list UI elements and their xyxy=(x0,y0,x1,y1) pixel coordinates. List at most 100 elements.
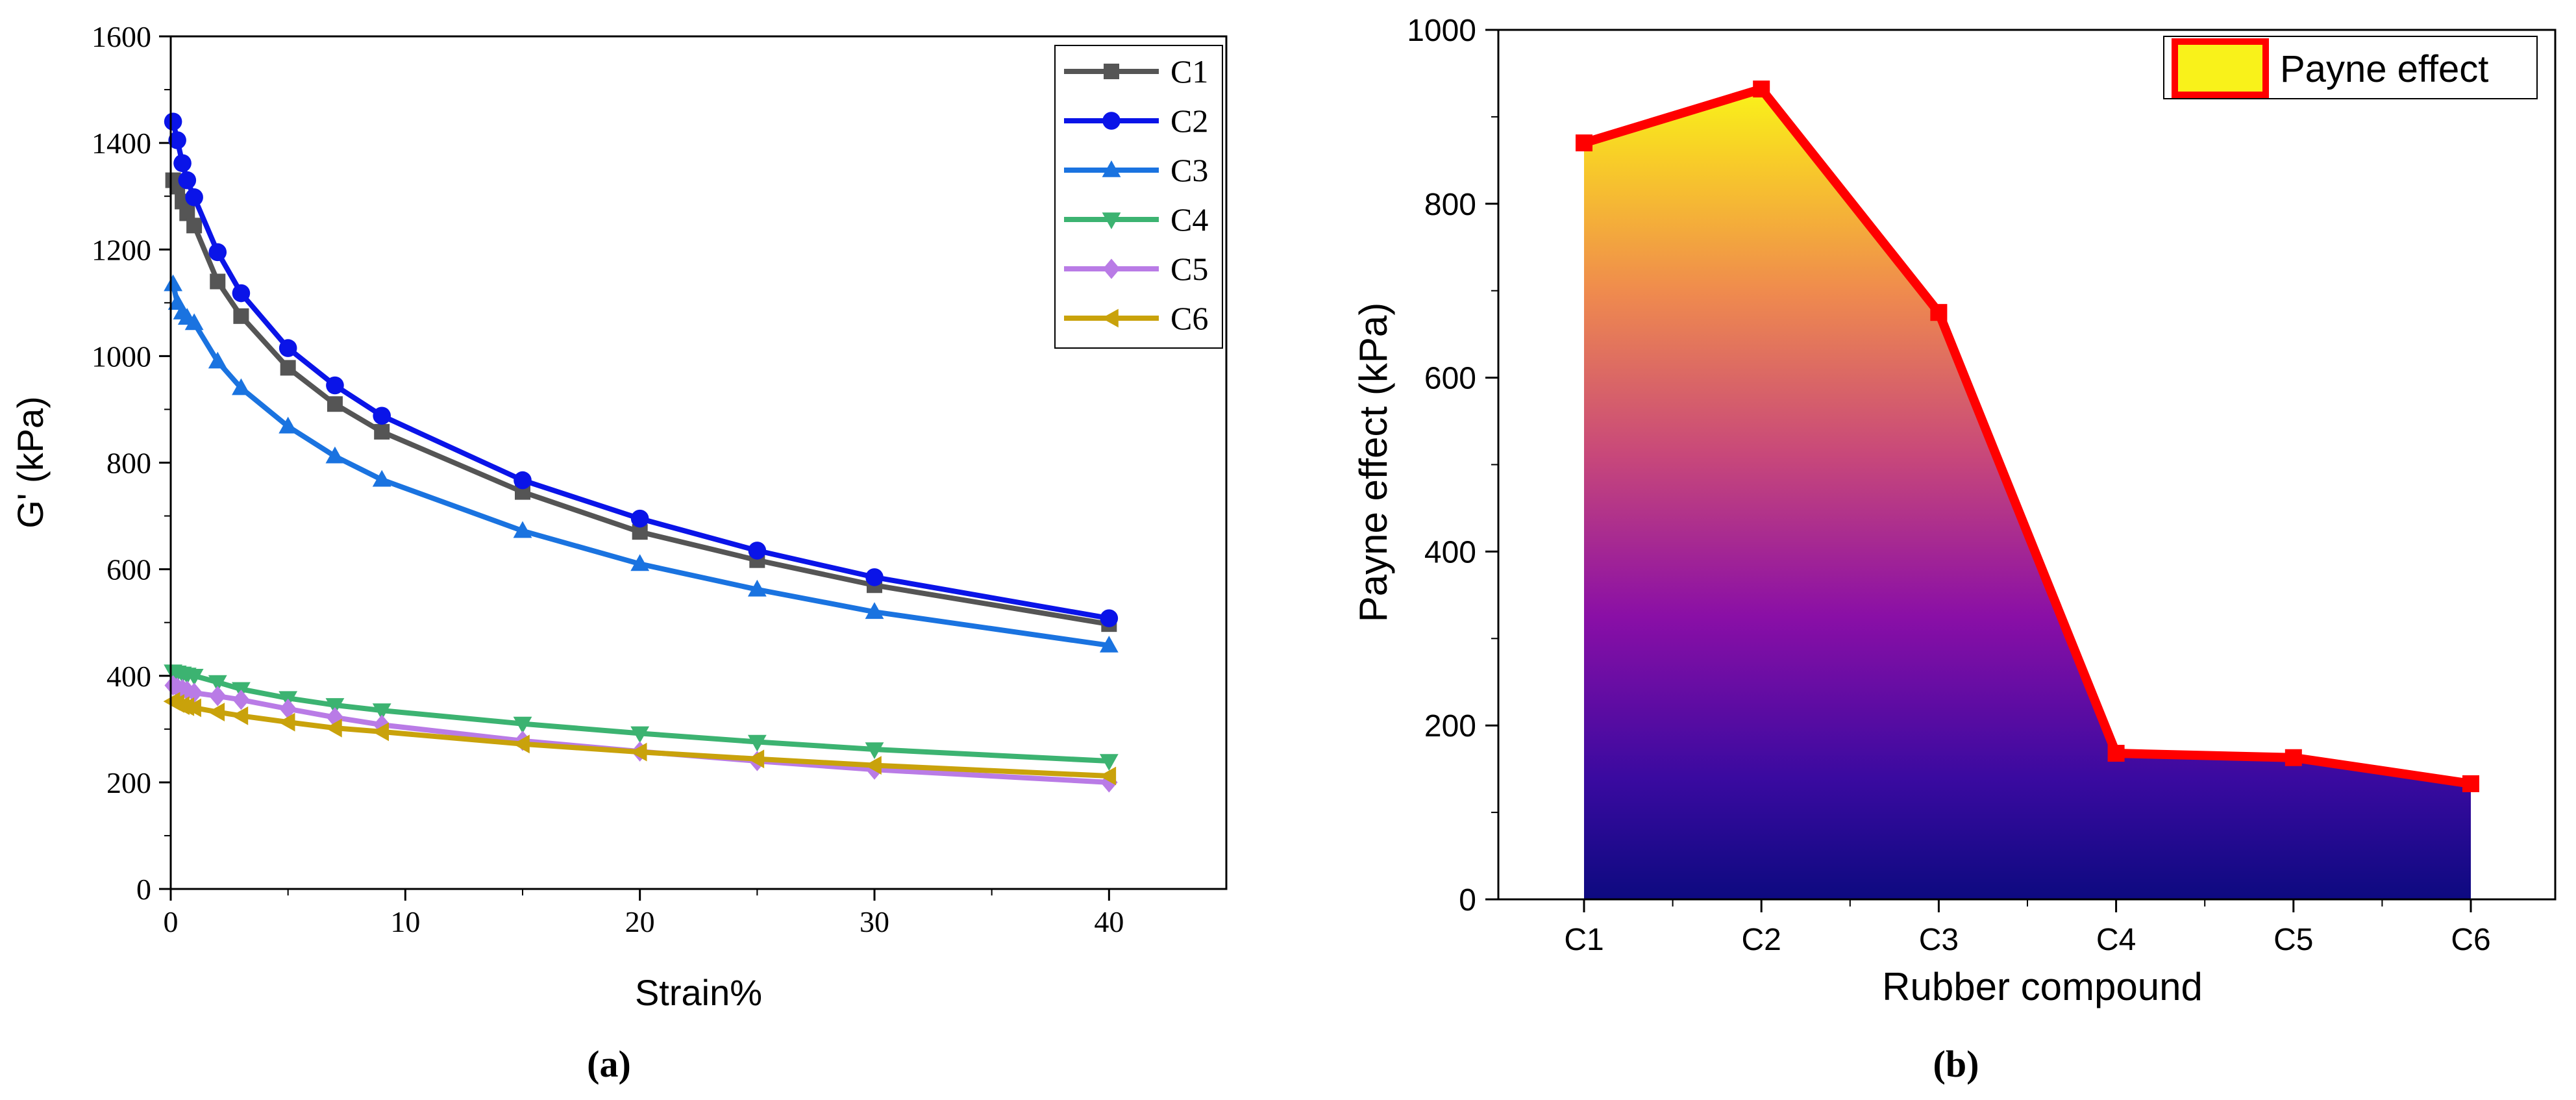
legend-marker-c6 xyxy=(1102,308,1119,328)
data-point-c3 xyxy=(325,446,345,464)
panel-b-ticks xyxy=(1485,29,2472,912)
panel-b-label: (b) xyxy=(1933,1043,1979,1085)
panel-a-y-tick-label: 1000 xyxy=(92,340,151,373)
payne-effect-point-c4 xyxy=(2107,745,2125,762)
panel-a-legend-box xyxy=(1054,45,1223,349)
payne-effect-point-c1 xyxy=(1576,134,1592,152)
data-point-c5 xyxy=(185,682,203,703)
data-point-c2 xyxy=(279,339,297,357)
data-point-c2 xyxy=(630,509,649,528)
data-point-c6 xyxy=(177,697,195,716)
panel-a-y-tick-label: 1200 xyxy=(92,233,151,266)
panel-b-x-tick-label: C6 xyxy=(2451,923,2490,957)
legend-marker-c3 xyxy=(1102,160,1121,177)
data-point-c1 xyxy=(233,308,249,324)
data-point-c3 xyxy=(164,274,183,292)
panel-a-y-tick-label: 1600 xyxy=(92,20,151,53)
data-point-c6 xyxy=(513,734,530,754)
legend-marker-c1 xyxy=(1104,64,1119,79)
data-point-c3 xyxy=(279,416,298,434)
data-point-c5 xyxy=(209,686,227,706)
legend-label-c6: C6 xyxy=(1170,300,1208,336)
payne-effect-point-c5 xyxy=(2285,749,2302,766)
panel-a-y-axis-label: G' (kPa) xyxy=(10,396,51,529)
panel-a-label: (a) xyxy=(587,1043,631,1085)
data-point-c4 xyxy=(1099,754,1119,771)
legend-marker-c2 xyxy=(1102,112,1121,130)
legend-label-c1: C1 xyxy=(1170,53,1208,90)
panel-a-x-tick-label: 30 xyxy=(860,905,889,938)
panel-b-legend: Payne effect xyxy=(2163,36,2538,99)
panel-b-y-tick-label: 200 xyxy=(1424,709,1476,744)
panel-a-y-tick-label: 600 xyxy=(106,553,151,586)
panel-b-plot-frame xyxy=(1497,29,2557,901)
data-point-c4 xyxy=(208,675,227,692)
payne-effect-area-fill xyxy=(1584,89,2471,899)
panel-a-x-tick-label: 40 xyxy=(1094,905,1124,938)
panel-a-y-tick-label: 400 xyxy=(106,660,151,693)
data-point-c6 xyxy=(208,703,225,721)
data-point-c2 xyxy=(185,188,203,206)
panel-a-x-axis-label: Strain% xyxy=(635,972,762,1013)
panel-b-x-tick-label: C3 xyxy=(1919,923,1959,957)
data-point-c2 xyxy=(208,243,227,262)
data-point-c3 xyxy=(232,378,251,395)
data-point-c3 xyxy=(1099,635,1119,653)
panel-b-x-tick-label: C5 xyxy=(2273,923,2313,957)
payne-effect-legend-swatch xyxy=(2172,38,2269,98)
data-point-c6 xyxy=(865,756,882,775)
data-point-c2 xyxy=(173,154,192,173)
data-point-c3 xyxy=(747,579,767,597)
data-point-c6 xyxy=(372,722,389,742)
data-point-c4 xyxy=(325,698,345,715)
data-point-c2 xyxy=(748,542,767,560)
data-point-c3 xyxy=(372,469,391,487)
panel-b-y-axis-label: Payne effect (kPa) xyxy=(1352,303,1395,622)
legend-label-c5: C5 xyxy=(1170,251,1208,287)
data-point-c1 xyxy=(374,423,390,440)
data-point-c3 xyxy=(208,351,227,369)
data-point-c1 xyxy=(210,273,226,290)
data-point-c6 xyxy=(184,698,201,718)
series-c4 xyxy=(164,664,1119,771)
data-point-c6 xyxy=(630,742,647,762)
panel-a-x-tick-label: 0 xyxy=(164,905,179,938)
panel-b-x-tick-label: C4 xyxy=(2096,923,2136,957)
data-point-c6 xyxy=(278,712,295,732)
panel-b-x-tick-label: C2 xyxy=(1742,923,1781,957)
legend-marker-c4 xyxy=(1102,212,1121,229)
data-point-c6 xyxy=(747,749,765,769)
data-point-c2 xyxy=(514,471,532,490)
panel-a-plot-frame xyxy=(169,35,1228,890)
data-point-c4 xyxy=(747,734,767,752)
panel-a-tick-labels: 0 200 400 600 800 1000 1200 1400 1600 0 10 20 30 40 xyxy=(92,20,1124,938)
legend-label-c4: C4 xyxy=(1170,201,1208,238)
data-point-c4 xyxy=(184,668,204,686)
data-point-c2 xyxy=(164,112,182,131)
payne-effect-point-c2 xyxy=(1753,81,1770,98)
data-point-c3 xyxy=(630,554,650,571)
data-point-c3 xyxy=(513,521,532,538)
data-point-c5 xyxy=(232,690,250,710)
data-point-c5 xyxy=(279,699,297,719)
data-point-c1 xyxy=(280,360,296,376)
panel-a-x-tick-label: 20 xyxy=(625,905,655,938)
data-point-c4 xyxy=(372,703,391,721)
panel-a-y-tick-label: 800 xyxy=(106,447,151,480)
data-point-c6 xyxy=(1099,766,1117,786)
panel-a-line-chart: 0 200 400 600 800 1000 1200 1400 1600 0 10 20 30 40 S… xyxy=(10,20,1228,1085)
series-c2 xyxy=(164,112,1119,627)
series-line-c2 xyxy=(170,121,1110,621)
data-point-c2 xyxy=(168,131,186,149)
legend-label-c3: C3 xyxy=(1170,152,1208,188)
data-point-c2 xyxy=(326,376,344,395)
panel-b-y-tick-label: 0 xyxy=(1459,883,1476,918)
payne-effect-legend-label: Payne effect xyxy=(2280,48,2488,90)
data-point-c6 xyxy=(231,706,249,725)
panel-b-y-tick-label: 800 xyxy=(1424,188,1476,222)
data-point-c2 xyxy=(232,284,251,303)
panel-a-legend: C1 C2 C3 C4 C5 C6 xyxy=(1054,45,1223,349)
data-point-c6 xyxy=(325,718,342,738)
panel-b-area-chart: 0 200 400 600 800 1000 C1 C2 C3 C4 C5 C6 Rubber com… xyxy=(1352,14,2557,1085)
